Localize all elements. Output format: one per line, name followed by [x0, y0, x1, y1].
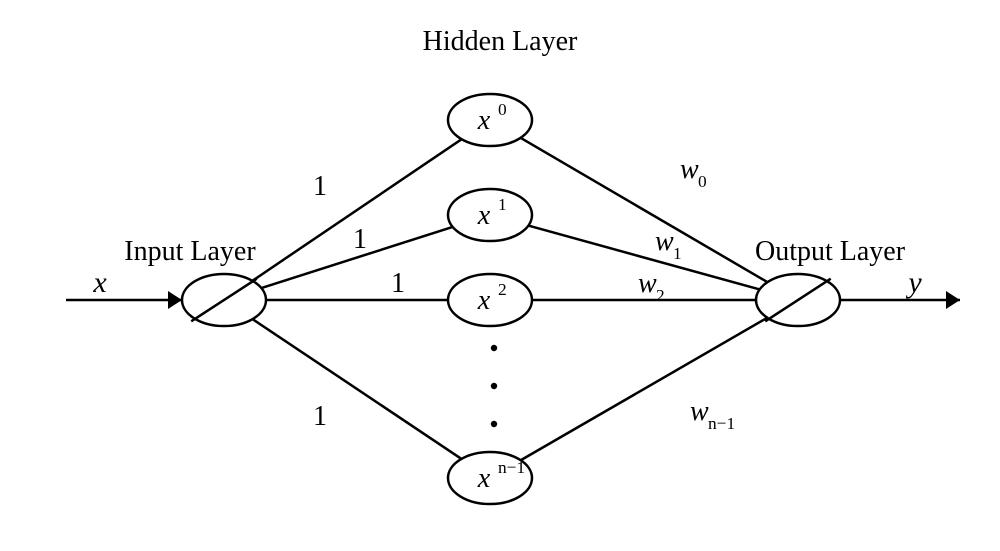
edge-hidden-to-output: [521, 138, 768, 282]
svg-text:0: 0: [698, 172, 707, 191]
hidden-node-label: x: [477, 285, 491, 316]
svg-text:1: 1: [673, 244, 682, 263]
hidden-node-3: x n−1: [448, 452, 532, 504]
output-node: [756, 274, 840, 326]
edge-in-weight-label: 1: [353, 224, 367, 255]
edge-out-weight-label: wn−1: [690, 396, 735, 433]
hidden-node-label: x: [477, 200, 491, 231]
title-hidden-layer: Hidden Layer: [423, 26, 578, 57]
hidden-node-0: x0: [448, 94, 532, 146]
hidden-node-label: x: [477, 463, 491, 494]
input-node: [182, 274, 266, 326]
hidden-node-superscript: 2: [498, 280, 507, 299]
hidden-node-2: x2: [448, 274, 532, 326]
svg-text:w: w: [680, 154, 699, 185]
edge-in-weight-label: 1: [391, 268, 405, 299]
arrow-input-head: [168, 291, 182, 309]
svg-text:w: w: [638, 268, 657, 299]
svg-text:w: w: [655, 226, 674, 257]
edge-out-weight-label: w1: [655, 226, 682, 263]
hidden-node-1: x1: [448, 189, 532, 241]
label-input-layer: Input Layer: [124, 236, 256, 267]
svg-text:2: 2: [656, 286, 665, 305]
hidden-node-superscript: 1: [498, 195, 507, 214]
label-output-layer: Output Layer: [755, 236, 906, 267]
label-x: x: [92, 266, 107, 299]
ellipsis-dot: [491, 383, 497, 389]
edge-input-to-hidden: [253, 319, 462, 459]
edge-in-weight-label: 1: [313, 171, 327, 202]
edge-hidden-to-output: [521, 318, 768, 461]
hidden-node-superscript: 0: [498, 100, 507, 119]
hidden-node-superscript: n−1: [498, 458, 525, 477]
ellipsis-dot: [491, 421, 497, 427]
ellipsis-dot: [491, 345, 497, 351]
edge-in-weight-label: 1: [313, 401, 327, 432]
label-y: y: [905, 266, 922, 299]
hidden-node-label: x: [477, 105, 491, 136]
svg-text:w: w: [690, 396, 709, 427]
edge-out-weight-label: w0: [680, 154, 707, 191]
edge-input-to-hidden: [252, 139, 461, 281]
arrow-output-head: [946, 291, 960, 309]
svg-text:n−1: n−1: [708, 414, 735, 433]
